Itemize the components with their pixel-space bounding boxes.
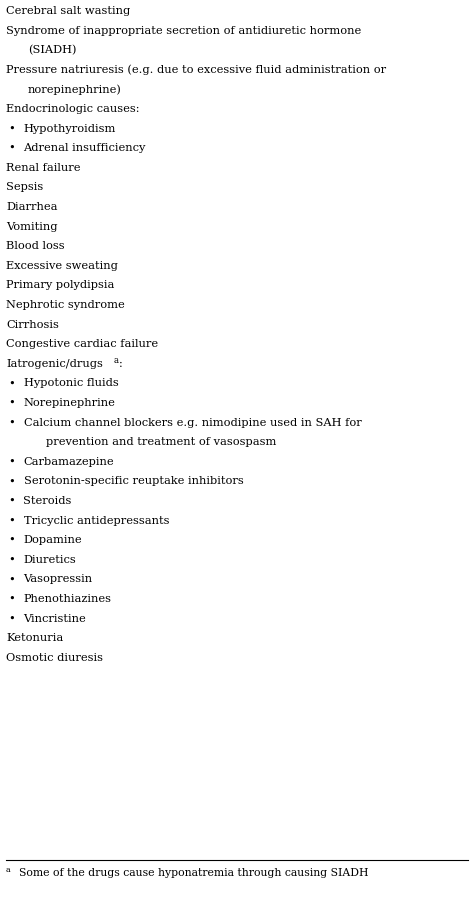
Text: Diarrhea: Diarrhea <box>6 202 57 212</box>
Text: •: • <box>8 594 15 603</box>
Text: Adrenal insufficiency: Adrenal insufficiency <box>24 143 146 153</box>
Text: Vomiting: Vomiting <box>6 221 57 231</box>
Text: •: • <box>8 495 15 505</box>
Text: Hypotonic fluids: Hypotonic fluids <box>24 378 118 388</box>
Text: Syndrome of inappropriate secretion of antidiuretic hormone: Syndrome of inappropriate secretion of a… <box>6 25 361 35</box>
Text: Steroids: Steroids <box>24 495 72 505</box>
Text: •: • <box>8 398 15 408</box>
Text: •: • <box>8 515 15 525</box>
Text: a: a <box>6 865 11 873</box>
Text: •: • <box>8 476 15 486</box>
Text: prevention and treatment of vasospasm: prevention and treatment of vasospasm <box>46 437 276 446</box>
Text: Vasopressin: Vasopressin <box>24 574 92 584</box>
Text: Dopamine: Dopamine <box>24 535 82 545</box>
Text: •: • <box>8 456 15 466</box>
Text: Carbamazepine: Carbamazepine <box>24 456 114 466</box>
Text: •: • <box>8 417 15 428</box>
Text: Renal failure: Renal failure <box>6 162 81 172</box>
Text: •: • <box>8 574 15 584</box>
Text: •: • <box>8 535 15 545</box>
Text: •: • <box>8 613 15 623</box>
Text: (SIADH): (SIADH) <box>28 45 76 55</box>
Text: Osmotic diuresis: Osmotic diuresis <box>6 652 103 662</box>
Text: •: • <box>8 378 15 388</box>
Text: Blood loss: Blood loss <box>6 241 64 251</box>
Text: Endocrinologic causes:: Endocrinologic causes: <box>6 104 139 114</box>
Text: Ketonuria: Ketonuria <box>6 632 63 642</box>
Text: Vincristine: Vincristine <box>24 613 86 623</box>
Text: •: • <box>8 124 15 133</box>
Text: norepinephrine): norepinephrine) <box>28 84 122 95</box>
Text: Calcium channel blockers e.g. nimodipine used in SAH for: Calcium channel blockers e.g. nimodipine… <box>24 417 361 428</box>
Text: Cirrhosis: Cirrhosis <box>6 319 59 329</box>
Text: a: a <box>114 356 119 365</box>
Text: Nephrotic syndrome: Nephrotic syndrome <box>6 299 125 309</box>
Text: Iatrogenic/drugs: Iatrogenic/drugs <box>6 358 103 368</box>
Text: Excessive sweating: Excessive sweating <box>6 261 118 271</box>
Text: Cerebral salt wasting: Cerebral salt wasting <box>6 6 130 16</box>
Text: •: • <box>8 143 15 153</box>
Text: Serotonin-specific reuptake inhibitors: Serotonin-specific reuptake inhibitors <box>24 476 243 486</box>
Text: Hypothyroidism: Hypothyroidism <box>24 124 116 133</box>
Text: Sepsis: Sepsis <box>6 182 43 192</box>
Text: Diuretics: Diuretics <box>24 554 76 564</box>
Text: Pressure natriuresis (e.g. due to excessive fluid administration or: Pressure natriuresis (e.g. due to excess… <box>6 65 386 75</box>
Text: •: • <box>8 554 15 564</box>
Text: :: : <box>118 358 122 368</box>
Text: Congestive cardiac failure: Congestive cardiac failure <box>6 339 158 349</box>
Text: Tricyclic antidepressants: Tricyclic antidepressants <box>24 515 169 525</box>
Text: Phenothiazines: Phenothiazines <box>24 594 111 603</box>
Text: Norepinephrine: Norepinephrine <box>24 398 115 408</box>
Text: Some of the drugs cause hyponatremia through causing SIADH: Some of the drugs cause hyponatremia thr… <box>19 867 368 877</box>
Text: Primary polydipsia: Primary polydipsia <box>6 281 114 290</box>
